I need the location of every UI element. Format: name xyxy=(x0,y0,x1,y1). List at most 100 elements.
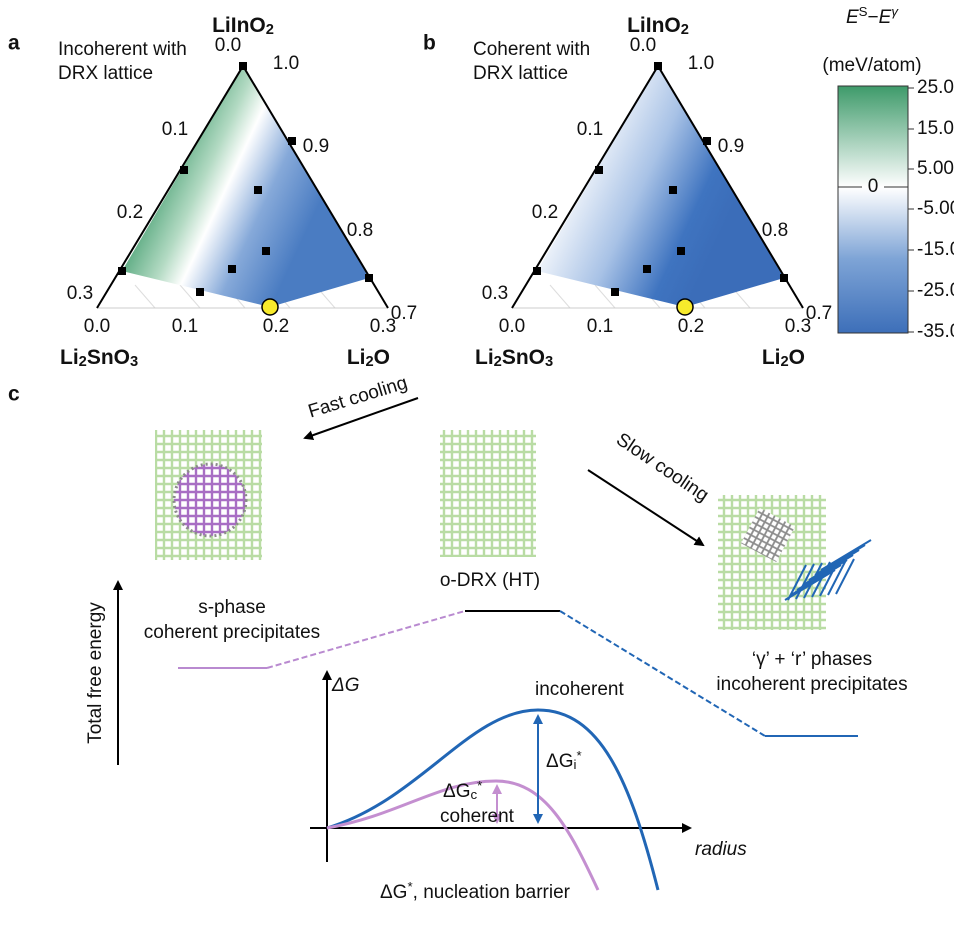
left-tick-label: 0.0 xyxy=(215,35,241,56)
arrow xyxy=(303,397,419,441)
barrier-label: ΔGi* xyxy=(546,748,582,772)
apex-label: LiInO2 xyxy=(627,14,689,39)
corner-label: Li2O xyxy=(762,346,805,371)
corner-label-part: Li xyxy=(347,346,366,369)
panel-note: Incoherent with xyxy=(58,39,187,60)
curve-label: coherent xyxy=(440,806,515,827)
state-label: o-DRX (HT) xyxy=(440,570,540,591)
precipitate-line xyxy=(820,539,872,571)
barrier-label: ΔGc* xyxy=(443,778,482,802)
barrier-label-part: i xyxy=(573,757,576,772)
colorbar-tick-label: 5.00 xyxy=(917,158,954,179)
caption-part: ΔG xyxy=(380,882,407,903)
colorbar-title-part: γ xyxy=(891,4,899,19)
right-tick-label: 0.8 xyxy=(347,220,373,241)
corner-label-part: O xyxy=(789,346,805,369)
bottom-tick-label: 0.2 xyxy=(263,316,289,337)
precipitate-line xyxy=(803,562,823,599)
corner-label-part: Li xyxy=(475,346,494,369)
corner-label-part: 2 xyxy=(79,354,87,370)
panel-note: DRX lattice xyxy=(58,63,153,84)
bottom-tick-label: 0.3 xyxy=(785,316,811,337)
caption-part: , nucleation barrier xyxy=(413,882,571,903)
composition-point xyxy=(533,267,541,275)
right-tick-label: 1.0 xyxy=(273,53,299,74)
highlight-point xyxy=(261,298,279,316)
energy-level xyxy=(266,610,466,669)
corner-label-part: O xyxy=(374,346,390,369)
composition-point xyxy=(677,247,685,255)
axis-label: ΔG xyxy=(331,675,360,696)
arrow xyxy=(587,469,705,547)
energy-level xyxy=(559,610,766,737)
corner-label-part: Li xyxy=(762,346,781,369)
panel-label: b xyxy=(423,32,436,55)
state-label: coherent precipitates xyxy=(144,622,320,643)
composition-field xyxy=(122,66,369,307)
corner-label-part: SnO xyxy=(87,346,130,369)
composition-point xyxy=(780,274,788,282)
colorbar-tick-label: 25.0 xyxy=(917,77,954,98)
composition-point xyxy=(118,267,126,275)
guide-line xyxy=(594,284,616,309)
composition-point xyxy=(643,265,651,273)
colorbar-unit: (meV/atom) xyxy=(822,55,921,76)
corner-label-part: Li xyxy=(60,346,79,369)
right-tick-label: 1.0 xyxy=(688,53,714,74)
right-tick-label: 0.9 xyxy=(718,136,744,157)
corner-label: Li2SnO3 xyxy=(60,346,138,371)
apex-label-part: 2 xyxy=(681,22,689,38)
axis-label: radius xyxy=(695,839,747,860)
barrier-label-part: ΔG xyxy=(546,751,573,772)
composition-point xyxy=(595,166,603,174)
highlight-point xyxy=(676,298,694,316)
composition-point xyxy=(365,274,373,282)
colorbar-tick-label: -5.00 xyxy=(917,198,954,219)
composition-point xyxy=(288,137,296,145)
precipitate-line xyxy=(802,554,854,586)
right-tick-label: 0.9 xyxy=(303,136,329,157)
composition-point xyxy=(180,166,188,174)
apex-label-part: LiInO xyxy=(212,14,266,37)
colorbar-tick-label: -25.0 xyxy=(917,280,954,301)
precipitate xyxy=(740,507,796,563)
left-tick-label: 0.2 xyxy=(532,202,558,223)
caption: ΔG*, nucleation barrier xyxy=(380,879,571,903)
corner-label: Li2O xyxy=(347,346,390,371)
panel-note: DRX lattice xyxy=(473,63,568,84)
colorbar-title-part: E xyxy=(846,7,859,28)
precipitate-line xyxy=(795,563,815,600)
colorbar-title-part: − xyxy=(868,7,879,28)
left-tick-label: 0.0 xyxy=(630,35,656,56)
composition-point xyxy=(611,288,619,296)
colorbar-title-part: S xyxy=(859,4,868,19)
guide-line xyxy=(549,284,571,309)
corner-label-part: 2 xyxy=(365,354,373,370)
barrier-label-part: * xyxy=(576,748,581,763)
state-label: incoherent precipitates xyxy=(716,674,907,695)
composition-point xyxy=(239,62,247,70)
left-tick-label: 0.1 xyxy=(577,119,603,140)
bottom-tick-label: 0.0 xyxy=(499,316,525,337)
right-tick-label: 0.8 xyxy=(762,220,788,241)
guide-line xyxy=(134,284,156,309)
precipitate-line xyxy=(819,560,839,597)
precipitate-line xyxy=(835,558,855,595)
precipitate xyxy=(172,462,248,538)
precipitate-line xyxy=(827,559,847,596)
corner-label-part: SnO xyxy=(502,346,545,369)
apex-label-part: LiInO xyxy=(627,14,681,37)
colorbar-tick-label: -15.0 xyxy=(917,239,954,260)
precipitate-line xyxy=(814,544,866,576)
barrier-label-part: ΔG xyxy=(443,781,470,802)
precipitate-line xyxy=(796,559,848,591)
bottom-tick-label: 0.0 xyxy=(84,316,110,337)
right-tick-label: 0.7 xyxy=(806,303,832,324)
corner-label-part: 3 xyxy=(130,354,138,370)
colorbar-tick-label: 0 xyxy=(868,176,879,197)
panel-note: Coherent with xyxy=(473,39,590,60)
composition-point xyxy=(254,186,262,194)
corner-label-part: 2 xyxy=(494,354,502,370)
colorbar-title: ES−Eγ xyxy=(846,4,899,28)
